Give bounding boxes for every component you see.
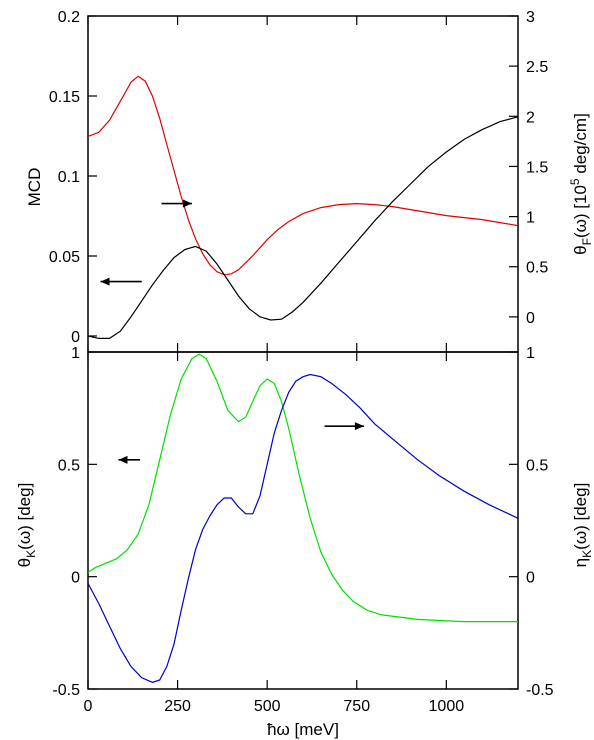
x-axis-title: ħω [meV]: [267, 720, 339, 739]
top-left-tick-label: 0: [71, 329, 80, 346]
x-tick-label: 1000: [429, 698, 465, 715]
top-left-tick-label: 0.15: [49, 89, 80, 106]
x-tick-label: 500: [254, 698, 281, 715]
bottom-left-tick-label: 0.5: [58, 457, 80, 474]
bottom-panel: -0.500.51-0.500.510 250 500 750 1000: [52, 345, 553, 715]
top-panel: 0 0.05 0.1 0.15 0.2 0 0.5 1 1.5 2 2.5 3: [49, 9, 548, 353]
top-arrow-head: [100, 277, 110, 286]
x-tick-label: 250: [164, 698, 191, 715]
bottom-left-tick-label: 0: [71, 570, 80, 587]
bottom-right-tick-label: 1: [526, 345, 535, 362]
top-left-tick-label: 0.05: [49, 249, 80, 266]
top-right-tick-label: 0: [526, 310, 535, 327]
x-tick-label: 0: [84, 698, 93, 715]
x-tick-label: 750: [343, 698, 370, 715]
top-series-black: [87, 116, 519, 339]
top-right-axis-title: θF(ω) [105 deg/cm]: [568, 113, 594, 255]
bottom-left-tick-label: -0.5: [52, 682, 80, 699]
bottom-right-tick-label: 0.5: [526, 457, 548, 474]
bottom-arrow-head: [354, 422, 364, 431]
bottom-plot-frame: [87, 351, 519, 690]
bottom-left-axis-title: θK(ω) [deg]: [15, 483, 38, 568]
top-series-red: [87, 75, 519, 276]
bottom-left-tick-label: 1: [71, 345, 80, 362]
top-right-tick-label: 0.5: [526, 260, 548, 277]
top-left-tick-label: 0.2: [58, 9, 80, 26]
top-right-tick-label: 1.5: [526, 159, 548, 176]
top-right-tick-label: 2.5: [526, 59, 548, 76]
top-right-tick-label: 2: [526, 109, 535, 126]
top-right-tick-label: 3: [526, 9, 535, 26]
bottom-right-tick-label: -0.5: [526, 682, 554, 699]
bottom-arrow-head: [118, 455, 128, 464]
bottom-series-blue: [87, 373, 519, 683]
top-right-tick-label: 1: [526, 210, 535, 227]
bottom-right-axis-title: ηK(ω) [deg]: [571, 483, 594, 568]
bottom-series-green: [87, 353, 518, 623]
top-left-tick-label: 0.1: [58, 169, 80, 186]
top-arrow-head: [182, 199, 192, 208]
bottom-right-tick-label: 0: [526, 570, 535, 587]
top-left-axis-title: MCD: [25, 168, 44, 207]
